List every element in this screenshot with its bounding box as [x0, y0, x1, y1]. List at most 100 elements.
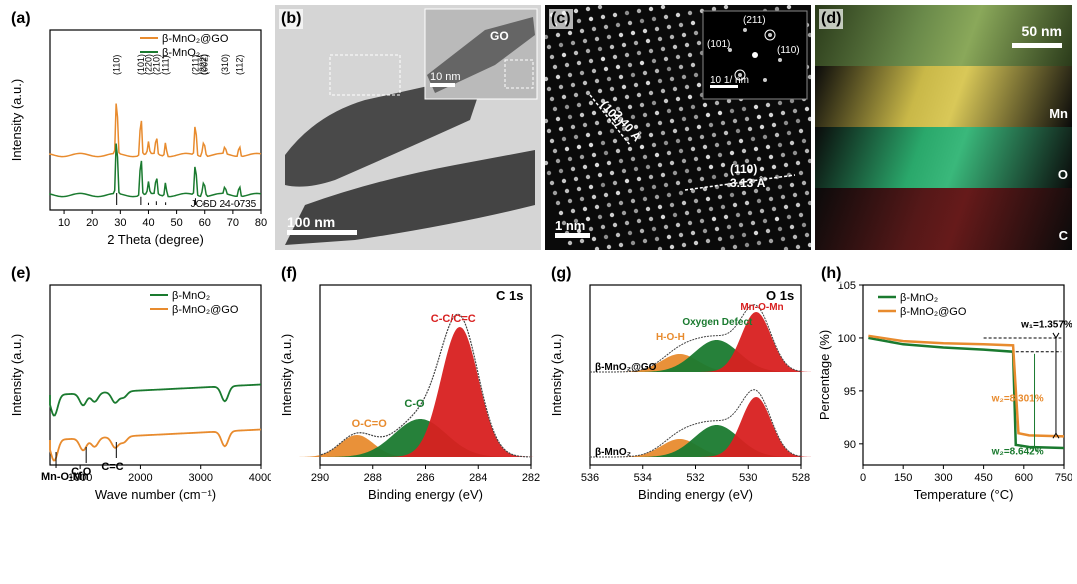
- panel-b-label: (b): [279, 9, 303, 29]
- svg-text:Binding energy (eV): Binding energy (eV): [638, 487, 753, 502]
- panel-c: (c) (101)2.40 Å(110)3.13 Å(211)(101)(110…: [545, 5, 811, 250]
- svg-text:100: 100: [838, 333, 856, 345]
- svg-text:10: 10: [58, 217, 70, 229]
- svg-text:(110): (110): [730, 162, 757, 176]
- panel-e: (e) 1000200030004000Wave number (cm⁻¹)In…: [5, 260, 271, 505]
- panel-d: (d) 50 nm Mn O C: [815, 5, 1072, 250]
- svg-text:(310): (310): [220, 54, 230, 75]
- svg-text:O 1s: O 1s: [766, 288, 794, 303]
- svg-text:2000: 2000: [128, 472, 152, 484]
- svg-text:80: 80: [255, 217, 267, 229]
- tga-plot: 01503004506007509095100105Temperature (°…: [815, 260, 1072, 505]
- svg-text:(002): (002): [200, 54, 210, 75]
- svg-text:Intensity (a.u.): Intensity (a.u.): [9, 334, 24, 416]
- svg-text:600: 600: [1015, 472, 1033, 484]
- svg-text:β-MnO₂: β-MnO₂: [595, 447, 631, 458]
- svg-text:450: 450: [974, 472, 992, 484]
- panel-h-label: (h): [819, 264, 843, 284]
- svg-text:536: 536: [581, 472, 599, 484]
- svg-text:100 nm: 100 nm: [287, 214, 335, 230]
- svg-text:282: 282: [522, 472, 540, 484]
- svg-text:Percentage (%): Percentage (%): [817, 330, 832, 420]
- xps-o1s-plot: 536534532530528Binding energy (eV)Intens…: [545, 260, 811, 505]
- panel-f-label: (f): [279, 264, 299, 284]
- svg-text:10 nm: 10 nm: [430, 71, 461, 83]
- svg-text:β-MnO₂@GO: β-MnO₂@GO: [595, 362, 657, 373]
- svg-text:0: 0: [860, 472, 866, 484]
- svg-text:286: 286: [416, 472, 434, 484]
- svg-text:w₂=8.301%: w₂=8.301%: [991, 393, 1044, 404]
- eds-scalebar: [1012, 43, 1062, 48]
- svg-text:C-O: C-O: [71, 466, 92, 478]
- svg-text:w₂=8.642%: w₂=8.642%: [991, 446, 1044, 457]
- svg-text:3000: 3000: [188, 472, 212, 484]
- svg-text:Intensity (a.u.): Intensity (a.u.): [9, 79, 24, 161]
- svg-text:70: 70: [227, 217, 239, 229]
- panel-g-label: (g): [549, 264, 573, 284]
- svg-text:150: 150: [894, 472, 912, 484]
- svg-text:Wave number (cm⁻¹): Wave number (cm⁻¹): [95, 487, 216, 502]
- eds-c-band: C: [815, 188, 1072, 250]
- svg-text:2 Theta (degree): 2 Theta (degree): [107, 232, 204, 247]
- svg-text:GO: GO: [490, 29, 509, 43]
- svg-text:Binding energy (eV): Binding energy (eV): [368, 487, 483, 502]
- xps-c1s-plot: 290288286284282Binding energy (eV)Intens…: [275, 260, 541, 505]
- svg-text:C=C: C=C: [101, 461, 123, 473]
- eds-o-label: O: [1058, 167, 1068, 182]
- ftir-plot: 1000200030004000Wave number (cm⁻¹)Intens…: [5, 260, 271, 505]
- panel-f: (f) 290288286284282Binding energy (eV)In…: [275, 260, 541, 505]
- svg-text:(211): (211): [743, 15, 766, 26]
- svg-text:60: 60: [199, 217, 211, 229]
- eds-scalebar-text: 50 nm: [1022, 23, 1062, 39]
- svg-text:β-MnO₂: β-MnO₂: [900, 292, 938, 304]
- svg-text:750: 750: [1055, 472, 1072, 484]
- svg-text:534: 534: [634, 472, 652, 484]
- svg-text:C-C/C=C: C-C/C=C: [431, 313, 476, 325]
- eds-mn-band: Mn: [815, 66, 1072, 127]
- svg-text:30: 30: [114, 217, 126, 229]
- svg-text:530: 530: [739, 472, 757, 484]
- svg-text:Intensity (a.u.): Intensity (a.u.): [549, 334, 564, 416]
- svg-text:300: 300: [934, 472, 952, 484]
- svg-text:O-C=O: O-C=O: [352, 418, 388, 430]
- hrtem-image: (101)2.40 Å(110)3.13 Å(211)(101)(110)10 …: [545, 5, 811, 250]
- svg-text:40: 40: [142, 217, 154, 229]
- eds-o-band: O: [815, 127, 1072, 188]
- eds-c-label: C: [1059, 228, 1068, 243]
- svg-text:C 1s: C 1s: [496, 288, 523, 303]
- svg-text:(110): (110): [777, 45, 800, 56]
- svg-text:10 1/ nm: 10 1/ nm: [710, 75, 749, 86]
- svg-text:(112): (112): [234, 55, 244, 75]
- svg-text:4000: 4000: [249, 472, 271, 484]
- svg-text:β-MnO₂@GO: β-MnO₂@GO: [172, 304, 239, 316]
- svg-text:1 nm: 1 nm: [555, 218, 585, 233]
- svg-text:β-MnO₂@GO: β-MnO₂@GO: [162, 33, 229, 45]
- svg-text:284: 284: [469, 472, 487, 484]
- svg-text:Temperature (°C): Temperature (°C): [914, 487, 1014, 502]
- svg-text:(111): (111): [161, 55, 171, 75]
- panel-g: (g) 536534532530528Binding energy (eV)In…: [545, 260, 811, 505]
- panel-c-label: (c): [549, 9, 573, 29]
- svg-text:90: 90: [844, 439, 856, 451]
- svg-text:20: 20: [86, 217, 98, 229]
- svg-text:JCSD 24-0735: JCSD 24-0735: [191, 199, 257, 210]
- svg-text:β-MnO₂@GO: β-MnO₂@GO: [900, 306, 967, 318]
- panel-d-label: (d): [819, 9, 843, 29]
- svg-text:Intensity (a.u.): Intensity (a.u.): [279, 334, 294, 416]
- svg-text:w₁=1.357%: w₁=1.357%: [1020, 319, 1072, 330]
- panel-h: (h) 01503004506007509095100105Temperatur…: [815, 260, 1072, 505]
- svg-text:3.13 Å: 3.13 Å: [730, 175, 766, 190]
- svg-text:C-O: C-O: [404, 398, 425, 410]
- svg-text:288: 288: [364, 472, 382, 484]
- panel-b: (b) GO 10 nm 100 nm: [275, 5, 541, 250]
- svg-text:β-MnO₂: β-MnO₂: [172, 290, 210, 302]
- svg-text:Oxygen Defect: Oxygen Defect: [682, 317, 753, 328]
- svg-text:(101): (101): [707, 39, 730, 50]
- panel-a: (a) 10203040506070802 Theta (degree)Inte…: [5, 5, 271, 250]
- tem-image: GO 10 nm 100 nm: [275, 5, 541, 250]
- xrd-plot: 10203040506070802 Theta (degree)Intensit…: [5, 5, 271, 250]
- eds-mn-label: Mn: [1049, 106, 1068, 121]
- eds-overview: 50 nm: [815, 5, 1072, 66]
- svg-text:H-O-H: H-O-H: [656, 332, 685, 343]
- panel-e-label: (e): [9, 264, 33, 284]
